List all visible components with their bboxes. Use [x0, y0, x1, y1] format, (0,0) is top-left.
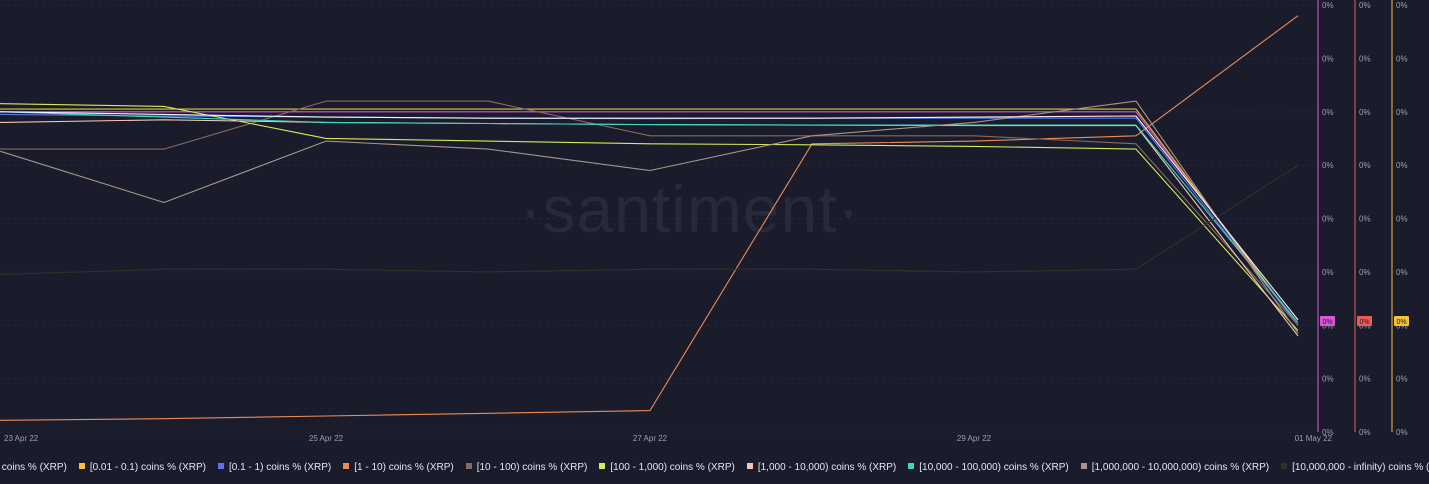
legend-label: [1,000 - 10,000) coins % (XRP): [757, 462, 897, 473]
x-tick-label: 29 Apr 22: [957, 434, 992, 443]
y-tick-label: 0%: [1359, 108, 1371, 117]
legend-swatch: [465, 463, 472, 470]
y-tick-label: 0%: [1359, 428, 1371, 437]
legend-item[interactable]: [0 - 0.01) coins % (XRP): [0, 462, 67, 473]
x-tick-label: 01 May 22: [1295, 434, 1333, 443]
y-tick-label: 0%: [1322, 1, 1334, 10]
x-tick-label: 25 Apr 22: [309, 434, 344, 443]
axis-value-badge: [1357, 316, 1372, 326]
y-tick-label: 0%: [1396, 268, 1408, 277]
legend-item[interactable]: [0.1 - 1) coins % (XRP): [217, 462, 332, 473]
y-tick-label: 0%: [1396, 215, 1408, 224]
y-tick-label: 0%: [1322, 54, 1334, 63]
y-tick-label: 0%: [1359, 161, 1371, 170]
legend-label: [10,000,000 - infinity) coins % (XRP): [1292, 462, 1429, 473]
series-line: [0, 111, 1299, 321]
axis-value-badge: [1394, 316, 1409, 326]
legend-swatch: [1281, 463, 1288, 470]
legend-label: [0.1 - 1) coins % (XRP): [228, 462, 332, 473]
legend-swatch: [599, 463, 606, 470]
legend-swatch: [746, 463, 753, 470]
y-tick-label: 0%: [1322, 375, 1334, 384]
series-line: [0, 15, 1299, 421]
x-tick-label: 27 Apr 22: [633, 434, 668, 443]
y-tick-label: 0%: [1396, 1, 1408, 10]
series-line: [0, 108, 1299, 326]
legend-swatch: [217, 463, 224, 470]
y-tick-label: 0%: [1322, 268, 1334, 277]
legend-item[interactable]: [100 - 1,000) coins % (XRP): [599, 462, 735, 473]
legend-label: [10,000 - 100,000) coins % (XRP): [919, 462, 1069, 473]
y-tick-label: 0%: [1322, 428, 1334, 437]
y-tick-label: 0%: [1396, 161, 1408, 170]
y-tick-label: 0%: [1396, 108, 1408, 117]
legend-label: [1 - 10) coins % (XRP): [354, 462, 454, 473]
legend-label: [0.01 - 0.1) coins % (XRP): [89, 462, 206, 473]
legend-swatch: [78, 463, 85, 470]
legend-swatch: [343, 463, 350, 470]
legend: [0 - 0.01) coins % (XRP) [0.01 - 0.1) coi…: [0, 457, 1429, 475]
series-line: [0, 100, 1299, 334]
chart-series: [0, 15, 1299, 421]
legend-label: [100 - 1,000) coins % (XRP): [610, 462, 735, 473]
y-tick-label: 0%: [1396, 375, 1408, 384]
axis-value-badge: [1320, 316, 1335, 326]
axis-value-badge-label: 0%: [1322, 319, 1332, 326]
legend-label: [1,000,000 - 10,000,000) coins % (XRP): [1091, 462, 1270, 473]
legend-swatch: [908, 463, 915, 470]
legend-item[interactable]: [10,000,000 - infinity) coins % (XRP): [1281, 462, 1429, 473]
watermark: ·santiment·: [519, 172, 860, 246]
legend-swatch: [1080, 463, 1087, 470]
x-tick-label: 23 Apr 22: [4, 434, 39, 443]
series-line: [0, 164, 1299, 276]
y-tick-label: 0%: [1359, 375, 1371, 384]
y-tick-label: 0%: [1359, 1, 1371, 10]
legend-item[interactable]: [0.01 - 0.1) coins % (XRP): [78, 462, 206, 473]
chart-grid: [0, 4, 1318, 433]
y-tick-label: 0%: [1322, 108, 1334, 117]
y-tick-label: 0%: [1359, 268, 1371, 277]
legend-item[interactable]: [10 - 100) coins % (XRP): [465, 462, 588, 473]
series-line: [0, 111, 1299, 323]
y-tick-label: 0%: [1396, 428, 1408, 437]
y-tick-label: 0%: [1396, 54, 1408, 63]
right-axes: 0% 0% 0% 0% 0% 0% 0% 0% 0% 0% 0% 0% 0% 0% 0% 0% 0% 0% 0% 0%…: [1317, 0, 1409, 437]
legend-item[interactable]: [1,000,000 - 10,000,000) coins % (XRP): [1080, 462, 1270, 473]
legend-label: [10 - 100) coins % (XRP): [476, 462, 588, 473]
y-tick-label: 0%: [1359, 215, 1371, 224]
y-tick-label: 0%: [1322, 215, 1334, 224]
series-line: [0, 103, 1299, 331]
y-tick-label: 0%: [1359, 54, 1371, 63]
legend-label: [0 - 0.01) coins % (XRP): [0, 462, 67, 473]
axis-value-badge-label: 0%: [1396, 319, 1406, 326]
legend-item[interactable]: [1,000 - 10,000) coins % (XRP): [746, 462, 897, 473]
y-tick-label: 0%: [1322, 161, 1334, 170]
axis-value-badge-label: 0%: [1359, 319, 1369, 326]
legend-item[interactable]: [10,000 - 100,000) coins % (XRP): [908, 462, 1069, 473]
legend-item[interactable]: [1 - 10) coins % (XRP): [343, 462, 454, 473]
x-axis: 23 Apr 22 25 Apr 22 27 Apr 22 29 Apr 22 01 M…: [4, 434, 1333, 443]
